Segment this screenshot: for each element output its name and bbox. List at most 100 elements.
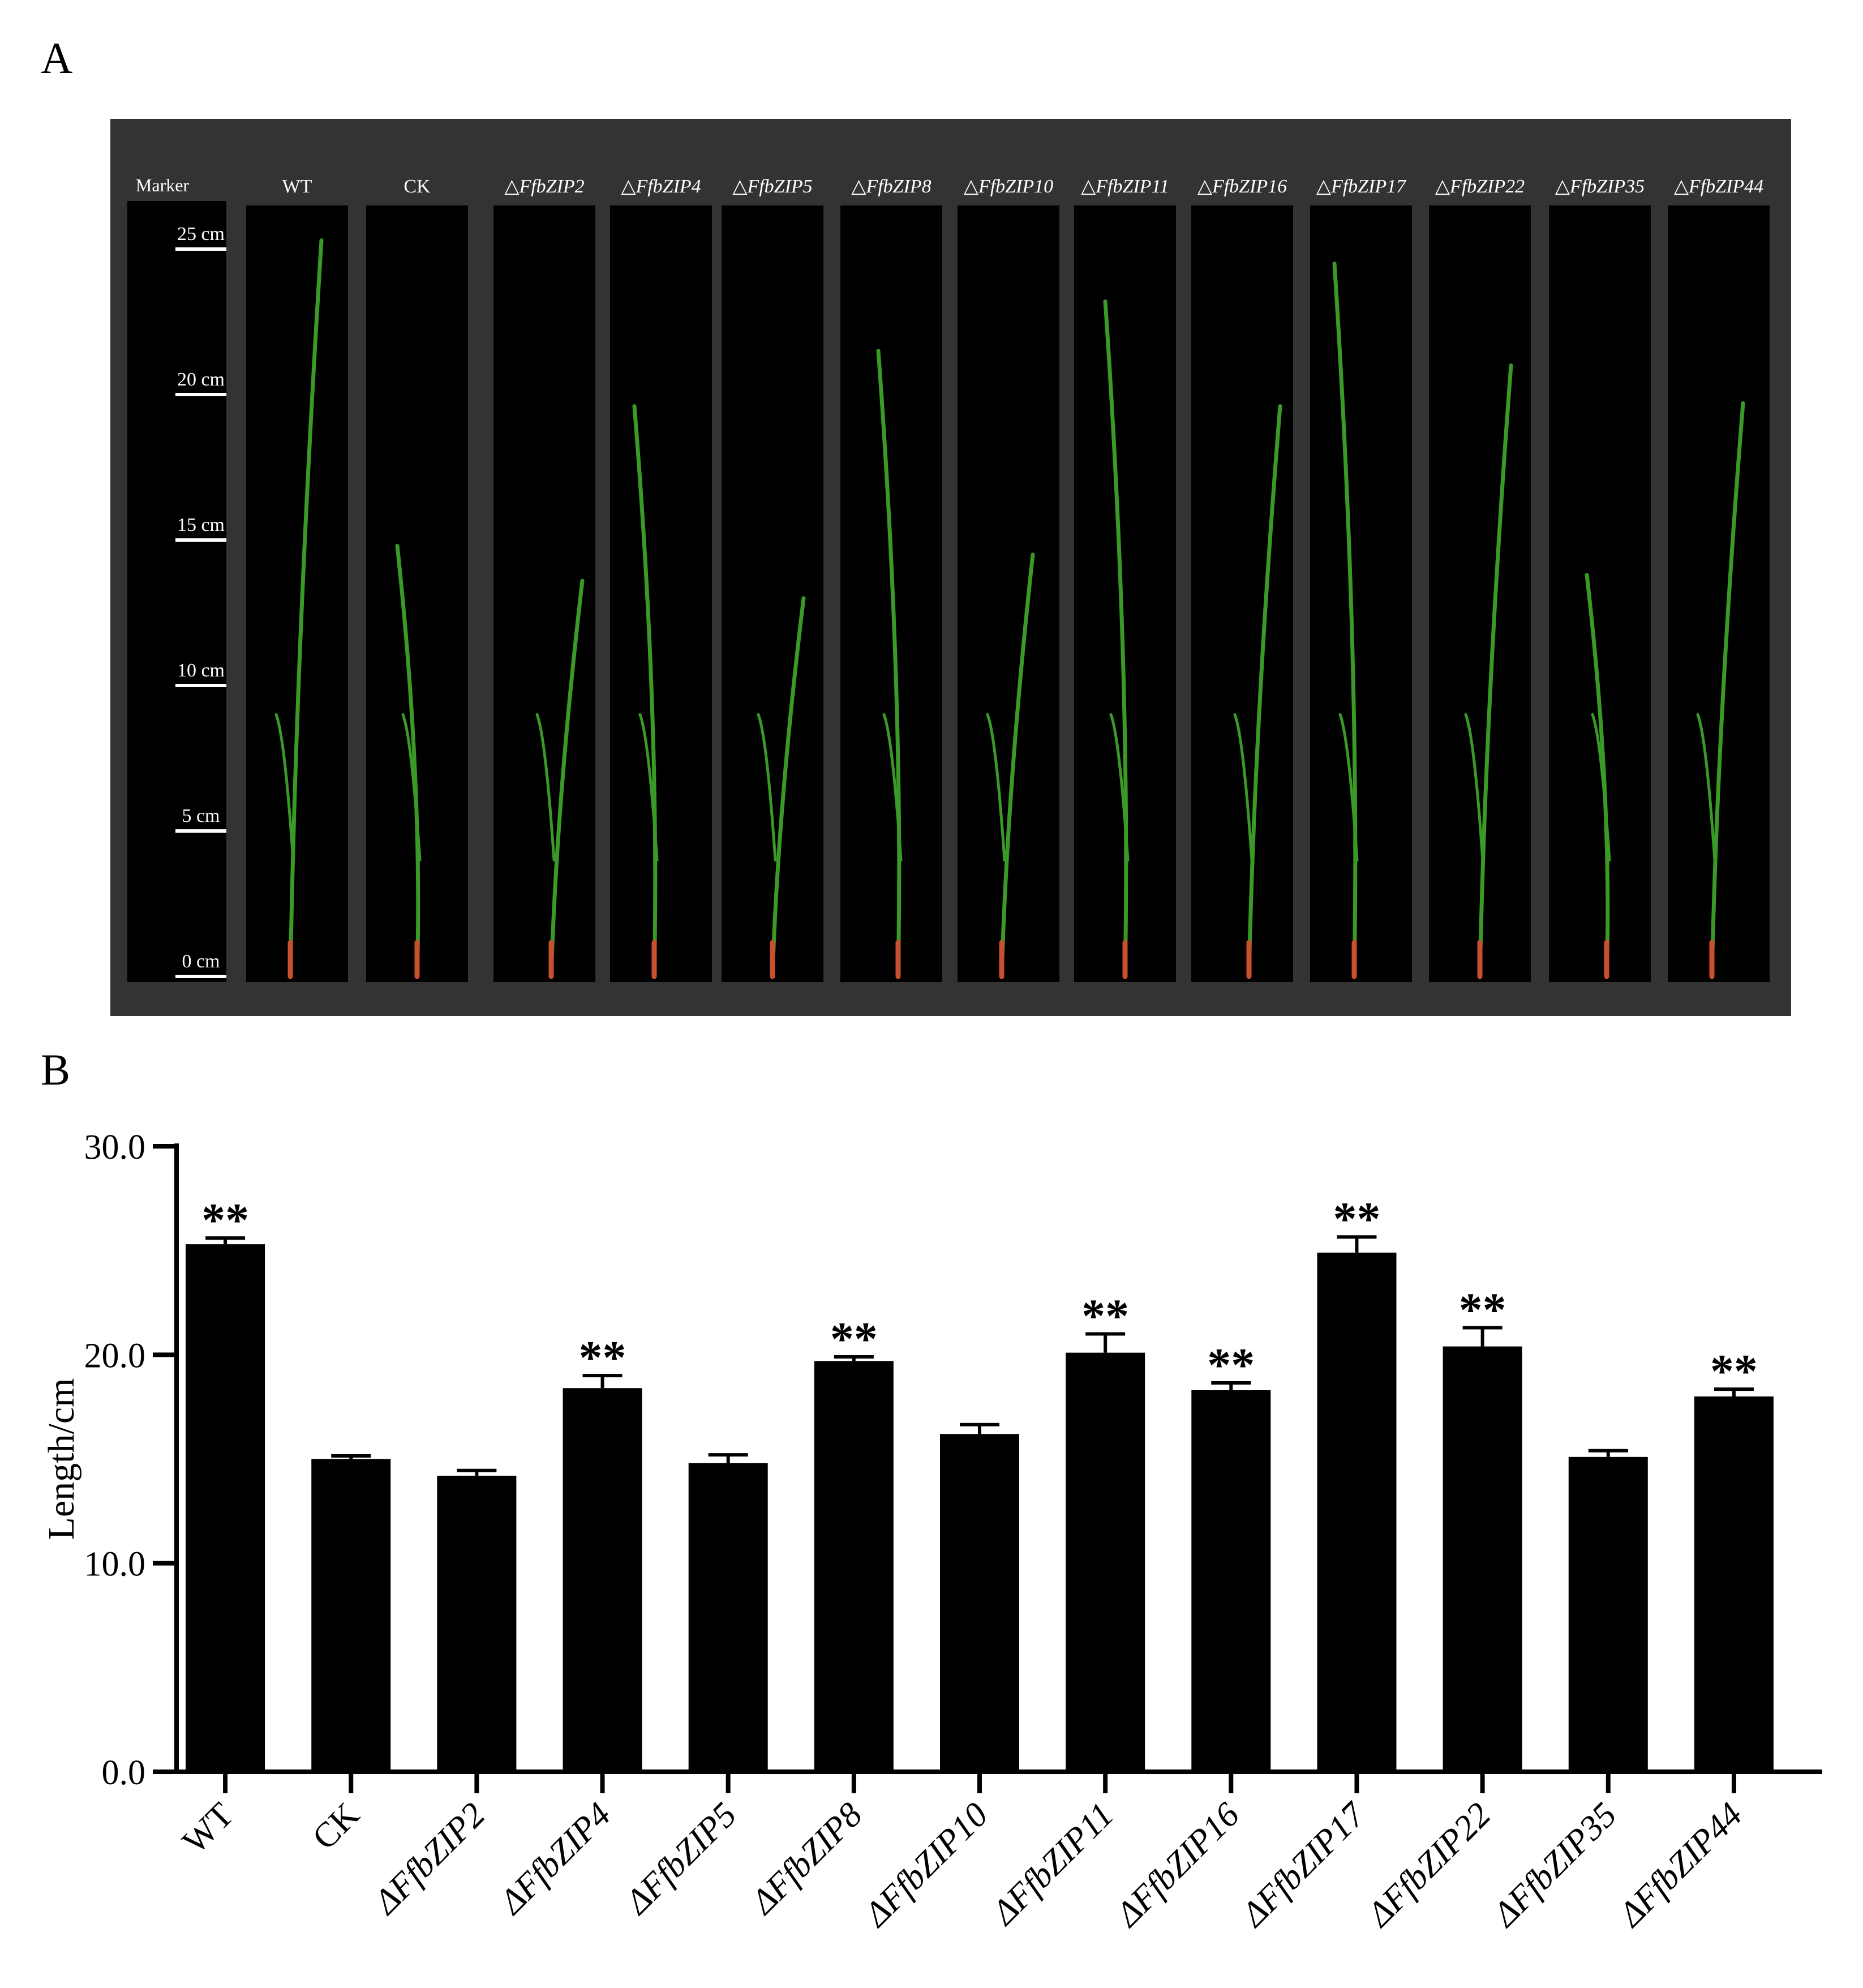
seedling-side-leaf: [1338, 713, 1359, 862]
plant-lane: [1668, 205, 1770, 982]
x-tick-label: ΔFfbZIP8: [742, 1796, 870, 1923]
bar: [563, 1388, 642, 1772]
seedling-side-leaf: [1464, 713, 1484, 862]
seedling-side-leaf: [882, 713, 903, 862]
lane-label: △FfbZIP16: [1197, 176, 1287, 197]
x-tick-label: ΔFfbZIP2: [366, 1796, 493, 1923]
bar: [437, 1475, 517, 1772]
bar: [1066, 1352, 1145, 1772]
y-tick-label: 30.0: [84, 1128, 146, 1167]
seedling-side-leaf: [1591, 713, 1611, 862]
plant-lane: [1310, 205, 1412, 982]
bar: [1568, 1456, 1648, 1772]
lane-label: △FfbZIP44: [1674, 176, 1763, 197]
seedling-leaf: [288, 238, 324, 979]
plant-lane: [493, 205, 595, 982]
lane-label: △FfbZIP10: [964, 176, 1053, 197]
scale-label: 15 cm: [177, 515, 225, 535]
seedling-side-leaf: [986, 713, 1006, 862]
bar: [311, 1459, 391, 1772]
plant-lane: [1191, 205, 1293, 982]
x-tick-label: CK: [305, 1796, 367, 1857]
x-tick-label: ΔFfbZIP4: [491, 1796, 619, 1923]
seedling-leaf: [770, 596, 806, 979]
significance-mark: **: [201, 1194, 249, 1246]
scale-label: 0 cm: [182, 951, 220, 972]
panel-label-b: B: [41, 1045, 71, 1094]
significance-mark: **: [579, 1331, 626, 1384]
plant-lane: [1429, 205, 1531, 982]
scale-label: 20 cm: [177, 369, 225, 390]
seedling-side-leaf: [1109, 713, 1130, 862]
plant-lane: [1549, 205, 1651, 982]
significance-mark: **: [1081, 1290, 1129, 1343]
lane-label: △FfbZIP2: [504, 176, 584, 197]
marker-label: Marker: [136, 175, 190, 195]
y-tick-label: 0.0: [102, 1754, 146, 1792]
seedling-leaf: [549, 579, 585, 979]
lane-label: WT: [282, 176, 312, 197]
y-tick-label: 10.0: [84, 1545, 146, 1584]
bar: [940, 1434, 1019, 1772]
lane-label: △FfbZIP8: [851, 176, 931, 197]
photo-frame: [110, 119, 1791, 1016]
significance-mark: **: [1207, 1339, 1255, 1391]
bar: [1694, 1396, 1774, 1772]
x-tick-label: ΔFfbZIP44: [1610, 1796, 1749, 1935]
x-tick-label: ΔFfbZIP16: [1108, 1796, 1247, 1935]
plant-lane: [246, 205, 348, 982]
seedling-leaf: [1247, 404, 1282, 979]
seedling-side-leaf: [757, 713, 777, 862]
plant-lane: [610, 205, 712, 982]
lane-label: △FfbZIP22: [1435, 176, 1525, 197]
seedling-side-leaf: [1233, 713, 1254, 862]
seedling-leaf: [1103, 299, 1128, 979]
seedling-leaf: [999, 552, 1035, 979]
bar: [814, 1361, 894, 1772]
seedling-side-leaf: [274, 713, 295, 862]
seedling-side-leaf: [401, 713, 422, 862]
x-tick-label: WT: [175, 1796, 241, 1861]
x-tick-label: ΔFfbZIP5: [617, 1796, 744, 1923]
x-tick-label: ΔFfbZIP17: [1233, 1794, 1374, 1935]
x-tick-label: ΔFfbZIP35: [1484, 1796, 1624, 1935]
lane-label: △FfbZIP17: [1316, 176, 1407, 197]
lane-label: △FfbZIP11: [1081, 176, 1169, 197]
seedling-leaf: [1478, 363, 1513, 979]
bar: [688, 1463, 768, 1772]
lane-label: △FfbZIP4: [621, 176, 701, 197]
seedling-leaf: [1710, 401, 1745, 979]
lane-label: △FfbZIP35: [1555, 176, 1645, 197]
marker-lane: [127, 201, 226, 982]
panel-label-a: A: [41, 33, 73, 83]
seedling-photo-panel: Marker 25 cm 20 cm 15 cm 10 cm 5 cm 0 cm WT CK △F…: [110, 119, 1791, 1016]
seedling-leaf: [1332, 262, 1358, 979]
significance-mark: **: [1710, 1345, 1758, 1398]
y-axis-label: Length/cm: [41, 1378, 82, 1540]
bar: [1191, 1390, 1271, 1772]
scale-label: 25 cm: [177, 224, 225, 245]
plant-lane: [958, 205, 1059, 982]
seedling-side-leaf: [1696, 713, 1716, 862]
bar: [186, 1244, 265, 1772]
x-tick-label: ΔFfbZIP10: [856, 1796, 995, 1935]
x-tick-label: ΔFfbZIP22: [1359, 1796, 1498, 1935]
seedling-side-leaf: [535, 713, 556, 862]
bar: [1443, 1346, 1522, 1772]
significance-mark: **: [1459, 1283, 1506, 1336]
plant-lane: [722, 205, 823, 982]
x-tick-label: ΔFfbZIP11: [984, 1796, 1121, 1933]
significance-mark: **: [1333, 1193, 1380, 1245]
seedling-side-leaf: [638, 713, 659, 862]
y-tick-label: 20.0: [84, 1336, 146, 1375]
lane-label: CK: [403, 176, 431, 197]
lane-label: △FfbZIP5: [732, 176, 812, 197]
bar-chart: 0.0 10.0 20.0 30.0 Length/cm ** WT CK ΔFfbZIP2 **…: [41, 1128, 1822, 1935]
seedling-leaf: [395, 543, 420, 979]
significance-mark: **: [830, 1313, 878, 1365]
scale-label: 5 cm: [182, 806, 220, 826]
seedling-leaf: [876, 349, 902, 979]
seedling-leaf: [632, 404, 658, 979]
bar: [1317, 1252, 1397, 1772]
scale-label: 10 cm: [177, 660, 225, 681]
